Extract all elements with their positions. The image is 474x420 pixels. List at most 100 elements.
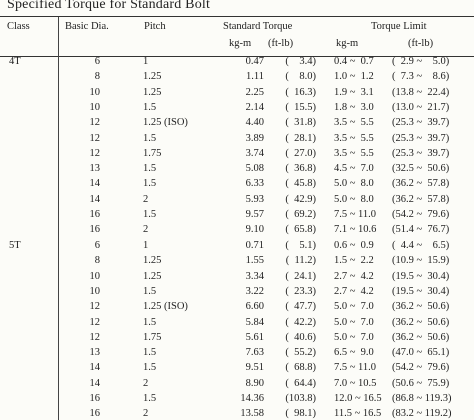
- pitch-cell: 1.5: [143, 132, 157, 144]
- standard-ftlb-cell: ( 8.0): [285, 71, 316, 83]
- basic-dia-cell: 14: [89, 178, 101, 190]
- limit-ftlb-cell: (32.5 ~ 50.6): [392, 163, 450, 175]
- basic-dia-cell: 12: [89, 316, 101, 328]
- basic-dia-cell: 12: [89, 132, 101, 144]
- pitch-cell: 1.75: [143, 331, 162, 343]
- limit-kgm-cell: 6.5 ~ 9.0: [334, 347, 374, 359]
- standard-ftlb-cell: ( 42.2): [285, 316, 316, 328]
- basic-dia-cell: 10: [89, 270, 101, 282]
- basic-dia-cell: 12: [89, 301, 101, 313]
- standard-kgm-cell: 3.89: [245, 132, 264, 144]
- standard-ftlb-cell: ( 16.3): [285, 86, 316, 98]
- pitch-cell: 1.5: [143, 362, 157, 374]
- limit-ftlb-cell: (36.2 ~ 57.8): [392, 193, 450, 205]
- limit-kgm-cell: 7.1 ~ 10.6: [334, 224, 377, 236]
- pitch-cell: 1.5: [143, 178, 157, 190]
- standard-kgm-cell: 3.22: [245, 285, 264, 297]
- pitch-cell: 1.5: [143, 347, 157, 359]
- basic-dia-cell: 16: [89, 393, 101, 404]
- standard-kgm-cell: 4.40: [245, 117, 264, 129]
- header-unit-ftlb: (ft-lb): [268, 38, 294, 49]
- pitch-cell: 2: [143, 377, 149, 389]
- standard-ftlb-cell: ( 31.8): [285, 117, 316, 129]
- standard-kgm-cell: 5.93: [245, 193, 264, 205]
- standard-ftlb-cell: ( 68.8): [285, 362, 316, 374]
- limit-kgm-cell: 1.9 ~ 3.1: [334, 86, 374, 98]
- limit-kgm-cell: 1.8 ~ 3.0: [334, 101, 374, 113]
- basic-dia-cell: 10: [89, 285, 101, 297]
- limit-kgm-cell: 1.0 ~ 1.2: [334, 71, 374, 83]
- standard-ftlb-cell: ( 11.2): [285, 255, 316, 267]
- limit-ftlb-cell: (36.2 ~ 50.6): [392, 316, 450, 328]
- pitch-cell: 1.5: [143, 316, 157, 328]
- basic-dia-cell: 10: [89, 101, 101, 113]
- standard-kgm-cell: 0.71: [245, 240, 264, 251]
- class-label: 5T: [9, 240, 21, 251]
- basic-dia-cell: 12: [89, 117, 101, 129]
- standard-ftlb-cell: ( 47.7): [285, 301, 316, 313]
- basic-dia-cell: 8: [94, 255, 100, 267]
- pitch-cell: 1.5: [143, 285, 157, 297]
- header-unit-kgm: kg-m: [229, 38, 252, 49]
- standard-kgm-cell: 14.36: [240, 393, 264, 404]
- limit-kgm-cell: 7.5 ~ 11.0: [334, 209, 377, 220]
- basic-dia-cell: 6: [94, 240, 100, 251]
- pitch-cell: 1.25: [143, 255, 162, 267]
- limit-kgm-cell: 5.0 ~ 8.0: [334, 178, 374, 190]
- standard-ftlb-cell: ( 55.2): [285, 347, 316, 359]
- standard-ftlb-cell: ( 69.2): [285, 209, 316, 220]
- pitch-cell: 1: [143, 240, 149, 251]
- limit-ftlb-cell: (25.3 ~ 39.7): [392, 147, 450, 159]
- header-unit-ftlb-limit: (ft-lb): [408, 38, 434, 49]
- limit-ftlb-cell: ( 4.4 ~ 6.5): [392, 240, 450, 251]
- standard-kgm-cell: 1.55: [245, 255, 264, 267]
- header-standard-torque: Standard Torque: [223, 21, 293, 32]
- limit-kgm-cell: 0.6 ~ 0.9: [334, 240, 374, 251]
- standard-ftlb-cell: ( 27.0): [285, 147, 316, 159]
- standard-kgm-cell: 2.14: [245, 101, 264, 113]
- basic-dia-cell: 8: [94, 71, 100, 83]
- standard-ftlb-cell: ( 40.6): [285, 331, 316, 343]
- limit-ftlb-cell: (54.2 ~ 79.6): [392, 209, 450, 220]
- standard-kgm-cell: 6.60: [245, 301, 264, 313]
- header-torque-limit: Torque Limit: [371, 21, 427, 32]
- pitch-cell: 1: [143, 56, 149, 67]
- limit-kgm-cell: 5.0 ~ 8.0: [334, 193, 374, 205]
- basic-dia-cell: 14: [89, 377, 101, 389]
- standard-ftlb-cell: ( 15.5): [285, 101, 316, 113]
- limit-ftlb-cell: (13.8 ~ 22.4): [392, 86, 450, 98]
- basic-dia-cell: 16: [89, 408, 101, 420]
- limit-kgm-cell: 2.7 ~ 4.2: [334, 285, 374, 297]
- limit-kgm-cell: 5.0 ~ 7.0: [334, 301, 374, 313]
- standard-ftlb-cell: ( 45.8): [285, 178, 316, 190]
- limit-ftlb-cell: (50.6 ~ 75.9): [392, 377, 450, 389]
- header-pitch: Pitch: [144, 21, 166, 32]
- standard-ftlb-cell: ( 98.1): [285, 408, 316, 420]
- limit-ftlb-cell: (86.8 ~ 119.3): [392, 393, 452, 404]
- limit-ftlb-cell: (83.2 ~ 119.2): [392, 408, 452, 420]
- basic-dia-cell: 13: [89, 347, 101, 359]
- standard-ftlb-cell: ( 5.1): [285, 240, 316, 251]
- pitch-cell: 2: [143, 193, 149, 205]
- limit-kgm-cell: 3.5 ~ 5.5: [334, 147, 374, 159]
- pitch-cell: 2: [143, 224, 149, 236]
- limit-ftlb-cell: (36.2 ~ 50.6): [392, 301, 450, 313]
- top-rule: [0, 16, 474, 17]
- basic-dia-cell: 6: [94, 56, 100, 67]
- header-unit-kgm-limit: kg-m: [336, 38, 359, 49]
- limit-kgm-cell: 3.5 ~ 5.5: [334, 132, 374, 144]
- pitch-cell: 1.25: [143, 71, 162, 83]
- page-title: Specified Torque for Standard Bolt: [7, 0, 211, 12]
- basic-dia-cell: 14: [89, 193, 101, 205]
- pitch-cell: 1.25 (ISO): [143, 301, 188, 313]
- basic-dia-cell: 10: [89, 86, 101, 98]
- limit-kgm-cell: 3.5 ~ 5.5: [334, 117, 374, 129]
- limit-ftlb-cell: (13.0 ~ 21.7): [392, 101, 450, 113]
- standard-ftlb-cell: ( 3.4): [285, 56, 316, 67]
- limit-kgm-cell: 1.5 ~ 2.2: [334, 255, 374, 267]
- standard-ftlb-cell: ( 36.8): [285, 163, 316, 175]
- limit-ftlb-cell: (10.9 ~ 15.9): [392, 255, 450, 267]
- pitch-cell: 1.25 (ISO): [143, 117, 188, 129]
- standard-kgm-cell: 6.33: [245, 178, 264, 190]
- standard-ftlb-cell: ( 64.4): [285, 377, 316, 389]
